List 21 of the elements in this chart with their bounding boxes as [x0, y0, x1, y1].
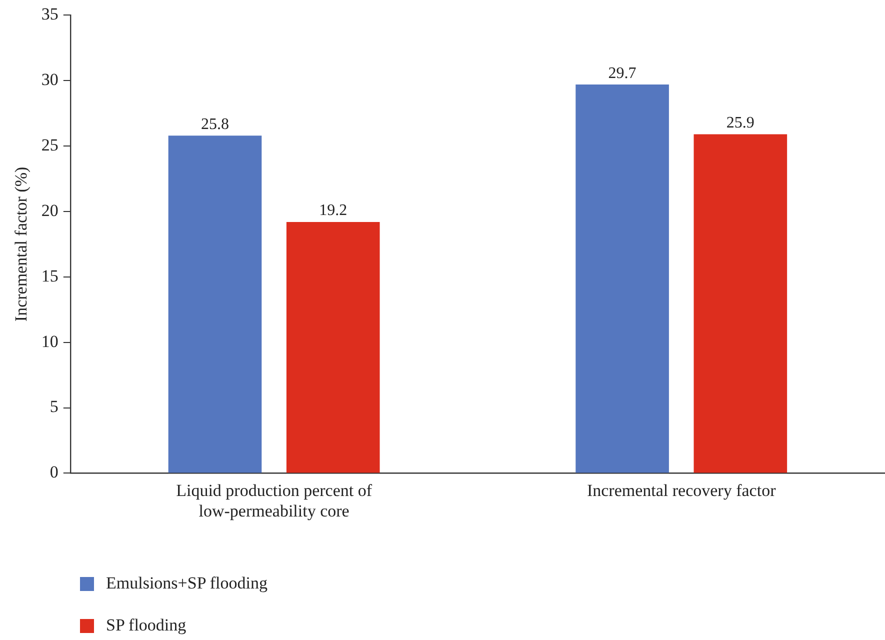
bar [576, 84, 669, 473]
data-label: 29.7 [608, 64, 636, 82]
data-label: 25.9 [726, 114, 754, 132]
y-axis-title: Incremental factor (%) [12, 166, 31, 322]
legend-label: SP flooding [106, 615, 187, 634]
y-tick-label: 20 [41, 200, 58, 220]
x-tick-label: Incremental recovery factor [586, 480, 776, 500]
y-tick-label: 30 [41, 70, 58, 90]
data-label: 19.2 [319, 202, 348, 220]
y-tick-label: 0 [50, 462, 58, 482]
bar [694, 134, 788, 473]
bar [286, 222, 380, 473]
legend-label: Emulsions+SP flooding [106, 573, 268, 592]
y-tick-label: 10 [41, 332, 58, 351]
y-tick-label: 5 [50, 397, 58, 416]
y-tick-label: 15 [41, 266, 58, 286]
y-tick-label: 25 [41, 136, 58, 155]
data-label: 25.8 [200, 116, 229, 133]
x-tick-label: Liquid production percent of low-permeability core [176, 480, 372, 520]
bar [168, 136, 262, 473]
y-tick-label: 35 [41, 4, 58, 24]
